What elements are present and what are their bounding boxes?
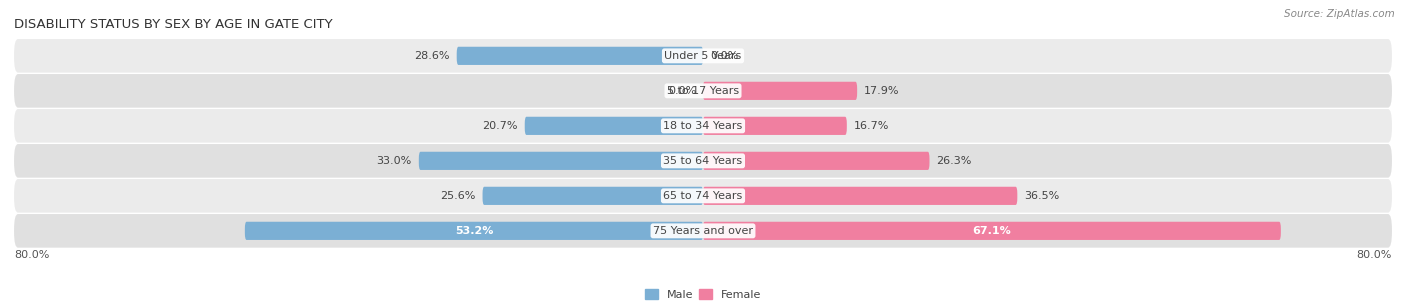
Text: 35 to 64 Years: 35 to 64 Years bbox=[664, 156, 742, 166]
FancyBboxPatch shape bbox=[703, 152, 929, 170]
Text: 26.3%: 26.3% bbox=[936, 156, 972, 166]
Text: 5 to 17 Years: 5 to 17 Years bbox=[666, 86, 740, 96]
Text: 53.2%: 53.2% bbox=[454, 226, 494, 236]
FancyBboxPatch shape bbox=[245, 222, 703, 240]
FancyBboxPatch shape bbox=[703, 187, 1018, 205]
Text: 25.6%: 25.6% bbox=[440, 191, 475, 201]
Text: 80.0%: 80.0% bbox=[1357, 250, 1392, 260]
FancyBboxPatch shape bbox=[14, 179, 1392, 213]
FancyBboxPatch shape bbox=[703, 117, 846, 135]
FancyBboxPatch shape bbox=[524, 117, 703, 135]
FancyBboxPatch shape bbox=[14, 144, 1392, 178]
FancyBboxPatch shape bbox=[703, 222, 1281, 240]
Text: DISABILITY STATUS BY SEX BY AGE IN GATE CITY: DISABILITY STATUS BY SEX BY AGE IN GATE … bbox=[14, 18, 333, 31]
Text: 33.0%: 33.0% bbox=[377, 156, 412, 166]
FancyBboxPatch shape bbox=[14, 214, 1392, 248]
Legend: Male, Female: Male, Female bbox=[640, 285, 766, 304]
FancyBboxPatch shape bbox=[14, 39, 1392, 73]
Text: 20.7%: 20.7% bbox=[482, 121, 517, 131]
Text: 16.7%: 16.7% bbox=[853, 121, 889, 131]
FancyBboxPatch shape bbox=[419, 152, 703, 170]
FancyBboxPatch shape bbox=[14, 109, 1392, 143]
FancyBboxPatch shape bbox=[703, 82, 858, 100]
Text: 75 Years and over: 75 Years and over bbox=[652, 226, 754, 236]
Text: 28.6%: 28.6% bbox=[415, 51, 450, 61]
Text: 65 to 74 Years: 65 to 74 Years bbox=[664, 191, 742, 201]
FancyBboxPatch shape bbox=[14, 74, 1392, 108]
FancyBboxPatch shape bbox=[457, 47, 703, 65]
Text: Source: ZipAtlas.com: Source: ZipAtlas.com bbox=[1284, 9, 1395, 19]
Text: 0.0%: 0.0% bbox=[668, 86, 696, 96]
Text: 17.9%: 17.9% bbox=[865, 86, 900, 96]
Text: 36.5%: 36.5% bbox=[1024, 191, 1060, 201]
Text: 80.0%: 80.0% bbox=[14, 250, 49, 260]
Text: 67.1%: 67.1% bbox=[973, 226, 1011, 236]
FancyBboxPatch shape bbox=[482, 187, 703, 205]
Text: 18 to 34 Years: 18 to 34 Years bbox=[664, 121, 742, 131]
Text: 0.0%: 0.0% bbox=[710, 51, 738, 61]
Text: Under 5 Years: Under 5 Years bbox=[665, 51, 741, 61]
